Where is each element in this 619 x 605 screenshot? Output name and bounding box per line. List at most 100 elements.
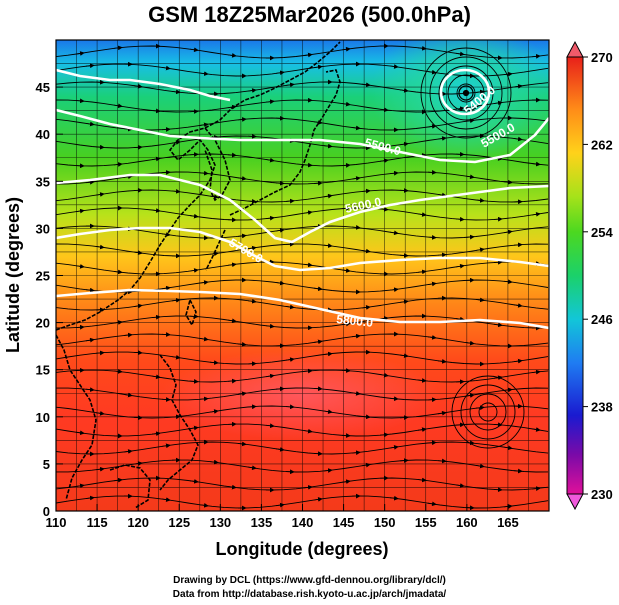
- streamline-arrow: [247, 198, 257, 204]
- x-tick-label: 110: [46, 515, 67, 530]
- streamline-arrow: [465, 234, 475, 240]
- streamline-arrow: [161, 127, 171, 132]
- streamline-arrow: [75, 51, 85, 56]
- streamline-arrow: [493, 216, 503, 222]
- streamline-arrow: [399, 141, 409, 147]
- colorbar-tick-label: 238: [591, 400, 613, 415]
- streamline-arrow: [199, 71, 209, 77]
- streamline-arrow: [513, 136, 523, 142]
- streamline-arrow: [361, 462, 371, 468]
- streamline-arrow: [493, 322, 503, 328]
- vortex-streamline: [429, 56, 503, 130]
- streamline-arrow: [455, 483, 465, 488]
- streamline-arrow: [189, 47, 199, 53]
- streamline-arrow: [427, 335, 437, 340]
- streamline: [56, 153, 549, 167]
- streamline-arrow: [427, 281, 437, 287]
- streamline-arrow: [417, 269, 427, 275]
- streamline-arrow: [303, 368, 313, 374]
- chart-title: GSM 18Z25Mar2026 (500.0hPa): [148, 2, 471, 27]
- y-tick-label: 30: [36, 221, 50, 236]
- streamline-arrow: [455, 422, 465, 428]
- streamline-arrow: [199, 122, 209, 128]
- streamline-arrow: [265, 99, 275, 105]
- streamline-arrow: [275, 447, 285, 452]
- y-tick-label: 15: [36, 363, 50, 378]
- streamline-arrow: [427, 440, 437, 446]
- streamline-arrow: [313, 339, 323, 345]
- streamline-arrow: [427, 235, 437, 240]
- streamline-arrow: [323, 143, 333, 149]
- streamline-arrow: [389, 495, 399, 501]
- streamline-arrow: [95, 192, 105, 197]
- colorbar-tick-label: 262: [591, 137, 613, 152]
- y-tick-label: 0: [43, 504, 50, 519]
- vortex-streamline: [456, 83, 476, 103]
- streamline-arrow: [171, 89, 181, 95]
- contour-low-center: [439, 68, 491, 116]
- streamline-arrow: [455, 51, 465, 57]
- streamline: [56, 477, 549, 491]
- streamline-arrow: [361, 82, 371, 88]
- streamline-arrow: [189, 268, 199, 273]
- vortex-streamline: [438, 65, 494, 121]
- streamline-arrow: [341, 46, 351, 52]
- streamline-arrow: [75, 263, 85, 269]
- streamline-arrow: [341, 162, 351, 168]
- streamline-arrow: [75, 324, 85, 330]
- streamline-arrow: [503, 279, 513, 285]
- streamline-arrow: [275, 180, 285, 186]
- colorbar-top-cap: [566, 40, 584, 58]
- coastline-japan: [229, 69, 341, 216]
- x-tick-label: 160: [456, 515, 478, 530]
- streamline-arrow: [531, 211, 541, 217]
- streamline-arrow: [303, 484, 313, 490]
- streamline-arrow: [475, 247, 485, 253]
- contour-line-5600: [56, 173, 549, 244]
- streamline-arrow: [171, 354, 181, 360]
- streamline-arrow: [85, 121, 95, 127]
- y-axis-label: Latitude (degrees): [3, 197, 23, 353]
- streamline-arrow: [85, 495, 95, 501]
- streamline-arrow: [379, 372, 389, 378]
- coastline-taiwan: [185, 297, 197, 327]
- streamline-arrow: [303, 162, 313, 168]
- streamline-arrow: [285, 304, 295, 310]
- streamline-arrow: [275, 70, 285, 76]
- streamline-arrow: [161, 497, 171, 502]
- streamline-arrow: [247, 245, 257, 251]
- streamline-arrow: [133, 350, 143, 356]
- x-tick-label: 150: [374, 515, 396, 530]
- streamline-arrow: [151, 208, 161, 213]
- streamline-arrow: [285, 82, 295, 88]
- x-tick-label: 125: [168, 515, 190, 530]
- streamline-arrow: [209, 251, 219, 257]
- streamline-arrow: [113, 320, 123, 325]
- streamline-arrow: [341, 321, 351, 327]
- streamline-arrow: [75, 208, 85, 214]
- streamline-arrow: [275, 280, 285, 286]
- streamline-arrow: [237, 391, 247, 397]
- y-tick-label: 10: [36, 410, 50, 425]
- streamline-arrow: [199, 170, 209, 176]
- y-tick-label: 5: [43, 457, 50, 472]
- streamline-arrow: [351, 225, 361, 230]
- streamline-arrow: [513, 242, 523, 248]
- coastline-mainland: [56, 41, 341, 331]
- streamline-arrow: [209, 360, 219, 365]
- y-tick-label: 25: [36, 269, 50, 284]
- streamline-arrow: [85, 63, 95, 69]
- streamline-arrow: [237, 342, 247, 347]
- streamline-arrow: [227, 262, 237, 268]
- wind-streamlines: [56, 43, 549, 511]
- streamline-arrow: [237, 117, 247, 122]
- vortex-streamline: [460, 384, 516, 440]
- streamline-arrow: [227, 378, 237, 384]
- streamline-arrow: [437, 136, 447, 141]
- streamline-arrow: [465, 174, 475, 180]
- streamline: [56, 423, 549, 437]
- streamline-arrow: [285, 357, 295, 362]
- streamline-arrow: [313, 119, 323, 125]
- streamline: [56, 45, 549, 59]
